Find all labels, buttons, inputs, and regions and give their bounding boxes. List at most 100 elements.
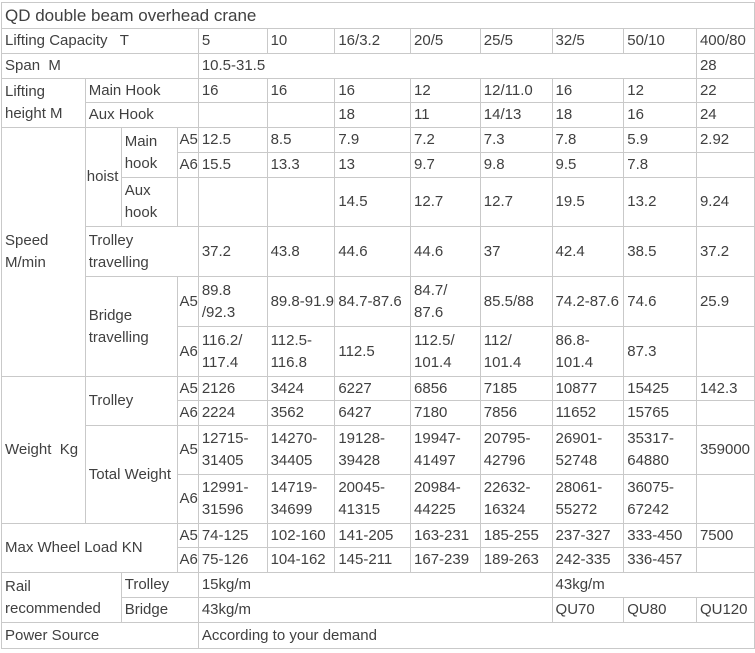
spec-cell: 22632- 16324 [479,474,553,524]
table-title: QD double beam overhead crane [1,2,755,29]
bridge-travelling-a5-row: Bridge travelling A5 89.8 /92.3 89.8-91.… [2,276,755,377]
spec-cell: According to your demand [197,622,755,649]
spec-cell: 14/13 [479,102,553,128]
spec-cell: 7185 [479,376,553,401]
spec-cell: 10877 [551,376,625,401]
row-label-span: Span M [1,53,199,79]
spec-cell: 37 [479,226,553,277]
spec-cell: 112.5 [334,326,412,377]
spec-cell: 15.5 [197,152,268,178]
spec-cell: 237-327 [551,523,625,548]
spec-cell: 11 [410,102,481,128]
spec-cell: 7.2 [410,127,481,153]
spec-cell: 84.7-87.6 [334,276,412,327]
spec-cell: 163-231 [410,523,481,548]
spec-cell: 2224 [197,400,268,426]
spec-cell: 43kg/m [197,597,553,623]
spec-cell: 24 [695,102,755,128]
hoist-aux-row: Aux hook 14.5 12.7 12.7 19.5 13.2 9.24 [2,177,755,227]
spec-cell: 44.6 [334,226,412,277]
spec-cell: 15425 [623,376,697,401]
spec-cell: 7856 [479,400,553,426]
grade-label-a5: A5 [177,276,199,327]
spec-cell: 6227 [334,376,412,401]
grade-label-a5: A5 [177,523,199,548]
spec-cell: 145-211 [334,547,412,573]
spec-cell: 5.9 [623,127,697,153]
spec-cell: 359000 [695,425,755,475]
spec-cell: 104-162 [266,547,336,573]
spec-cell: 22 [695,78,755,103]
spec-cell: 16 [551,78,625,103]
spec-cell [197,102,268,128]
grade-label-a6: A6 [177,326,199,377]
spec-cell: 19128- 39428 [334,425,412,475]
spec-cell: 13 [334,152,412,178]
spec-cell: 35317- 64880 [623,425,697,475]
spec-cell: 185-255 [479,523,553,548]
spec-cell [695,152,755,178]
spec-cell: 3562 [266,400,336,426]
row-label-speed: Speed M/min [1,127,86,377]
row-label-hoist-main-hook: Main hook [120,127,179,178]
grade-label-a5: A5 [177,376,199,401]
spec-cell: 7.9 [334,127,412,153]
spec-cell: 112.5/ 101.4 [410,326,481,377]
row-label-weight: Weight Kg [1,376,86,524]
spec-cell: 42.4 [551,226,625,277]
spec-cell: QU70 [551,597,625,623]
main-hook-height-row: Lifting height M Main Hook 16 16 16 12 1… [1,78,755,128]
hoist-main-a5-row: Speed M/min hoist Main hook A5 12.5 8.5 … [1,127,755,377]
grade-label-a6: A6 [177,152,199,178]
spec-cell: 242-335 [551,547,625,573]
spec-cell: 116.2/ 117.4 [197,326,268,377]
spec-cell: 85.5/88 [479,276,553,327]
spec-cell: 7.3 [479,127,553,153]
spec-cell: 38.5 [623,226,697,277]
spec-cell: 43kg/m [551,572,755,598]
spec-cell: 336-457 [623,547,697,573]
spec-cell: 50/10 [623,28,697,54]
spec-cell [197,177,268,227]
spec-cell: 9.7 [410,152,481,178]
grade-label-a6: A6 [177,474,199,524]
rail-bridge-row: Bridge 43kg/m QU70 QU80 QU120 [2,597,755,623]
spec-cell: 167-239 [410,547,481,573]
spec-cell: 12 [623,78,697,103]
spec-cell: QU80 [623,597,697,623]
row-label-power-source: Power Source [1,622,199,649]
spec-cell: 16 [197,78,268,103]
spec-cell: 84.7/ 87.6 [410,276,481,327]
spec-cell: 6856 [410,376,481,401]
spec-cell: 18 [551,102,625,128]
weight-trolley-a5-row: Weight Kg Trolley A5 2126 3424 6227 6856… [1,376,755,524]
row-label-main-hook: Main Hook [84,78,199,103]
aux-hook-height-row: Aux Hook 18 11 14/13 18 16 24 [2,102,755,128]
rail-trolley-row: Rail recommended Trolley 15kg/m 43kg/m [1,572,755,623]
row-label-total-weight: Total Weight [84,425,179,524]
grade-label-a5: A5 [177,127,199,153]
spec-cell: 9.8 [479,152,553,178]
spec-cell: 28061- 55272 [551,474,625,524]
total-weight-a6-row: A6 12991- 31596 14719- 34699 20045- 4131… [2,474,755,524]
row-label-aux-hook: Aux Hook [84,102,199,128]
row-label-hoist-aux-hook: Aux hook [120,177,179,227]
max-wheel-a5-row: Max Wheel Load KN A5 74-125 102-160 141-… [0,523,755,573]
spec-cell: 32/5 [551,28,625,54]
spec-cell: 16/3.2 [334,28,412,54]
spec-cell: 44.6 [410,226,481,277]
spec-cell: 112/ 101.4 [479,326,553,377]
spec-cell: 13.2 [623,177,697,227]
row-label-bridge-travelling: Bridge travelling [84,276,179,377]
spec-cell: 102-160 [266,523,336,548]
spec-cell: 16 [266,78,336,103]
spec-cell: 87.3 [623,326,697,377]
spec-cell [695,400,755,426]
row-label-trolley-travelling: Trolley travelling [84,226,199,277]
row-label-rail-bridge: Bridge [120,597,199,623]
spec-cell: 7180 [410,400,481,426]
spec-cell: 19.5 [551,177,625,227]
empty-grade-cell [177,177,199,227]
spec-cell: 2126 [197,376,268,401]
row-label-max-wheel-load: Max Wheel Load KN [0,523,179,573]
